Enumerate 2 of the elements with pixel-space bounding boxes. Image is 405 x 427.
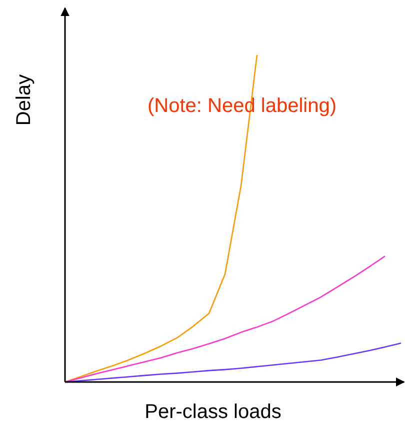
y-axis-title: Delay xyxy=(13,74,35,126)
x-axis-title: Per-class loads xyxy=(144,401,282,423)
